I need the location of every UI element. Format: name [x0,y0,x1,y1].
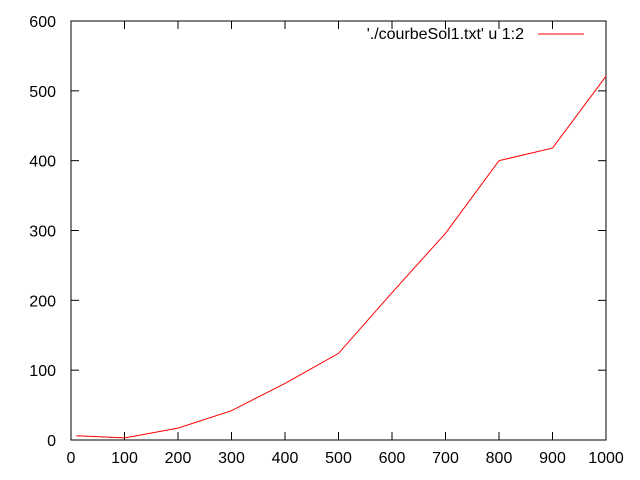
x-tick-label-800: 800 [486,450,513,467]
legend-label: './courbeSol1.txt' u 1:2 [367,26,524,43]
x-tick-label-1000: 1000 [588,450,624,467]
y-tick-label-0: 0 [47,433,56,450]
y-tick-label-400: 400 [29,154,56,171]
y-tick-label-100: 100 [29,363,56,380]
x-tick-label-300: 300 [218,450,245,467]
y-tick-label-300: 300 [29,224,56,241]
y-tick-label-600: 600 [29,14,56,31]
x-tick-label-400: 400 [272,450,299,467]
x-tick-label-100: 100 [111,450,138,467]
y-tick-label-200: 200 [29,293,56,310]
y-axis-ticks [71,20,606,441]
series-line-0 [76,75,607,439]
x-tick-label-0: 0 [67,450,76,467]
legend: './courbeSol1.txt' u 1:2 [367,26,584,43]
y-axis-tick-labels: 0 100 200 300 400 500 600 [29,14,56,450]
x-tick-label-500: 500 [325,450,352,467]
x-axis-tick-labels: 0 100 200 300 400 500 600 700 800 900 1000 [67,450,624,467]
x-tick-label-700: 700 [432,450,459,467]
x-tick-label-900: 900 [539,450,566,467]
x-tick-label-600: 600 [379,450,406,467]
x-tick-label-200: 200 [165,450,192,467]
y-tick-label-500: 500 [29,84,56,101]
x-axis-ticks [70,21,607,440]
series-layer [76,75,607,439]
